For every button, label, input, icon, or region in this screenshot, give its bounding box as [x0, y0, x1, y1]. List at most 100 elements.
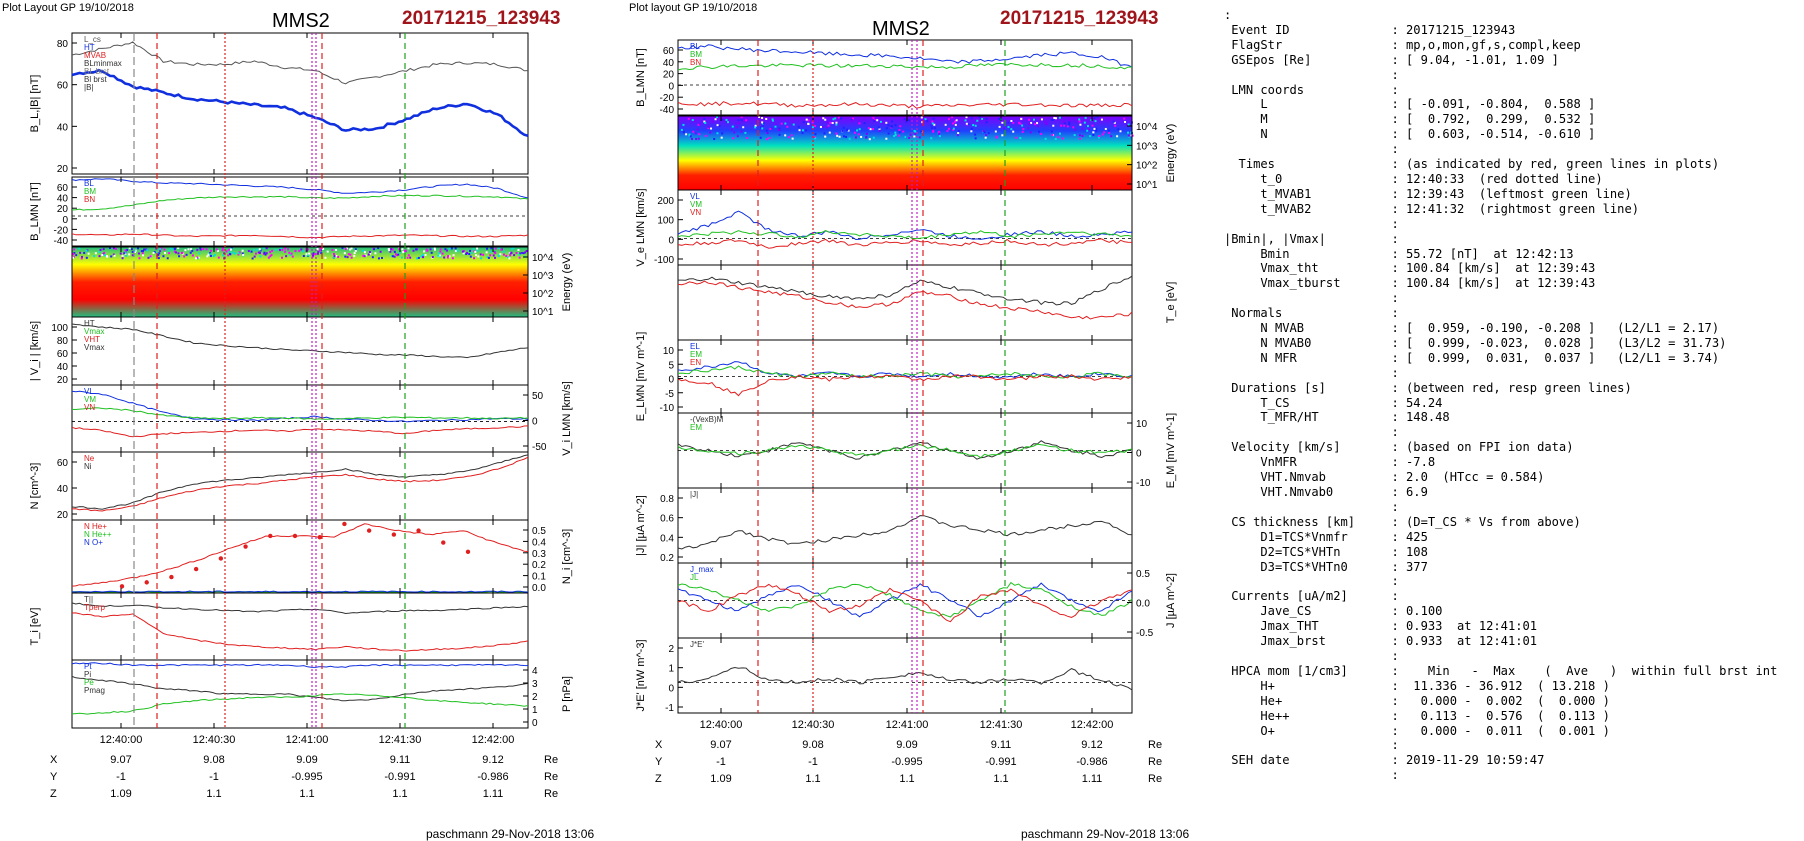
info-line: : [1224, 738, 1399, 753]
spectrogram-speck [825, 126, 828, 129]
y-tick-label: 0.8 [660, 494, 674, 505]
spectrogram-speck [262, 252, 265, 255]
info-line: Jmax_brst : 0.933 at 12:41:01 [1224, 634, 1538, 649]
spectrogram-speck [146, 249, 149, 252]
spectrogram-speck [851, 119, 854, 122]
spectrogram-speck [470, 252, 473, 255]
y-tick-label-right: 50 [532, 391, 544, 402]
spectrogram-speck [1078, 120, 1081, 123]
data-point [292, 533, 298, 539]
series-line [677, 365, 1133, 379]
spectrogram-speck [394, 253, 397, 256]
orbit-value: 9.07 [710, 739, 731, 751]
y-tick-label: 60 [663, 46, 675, 57]
y-tick-label: -1 [665, 703, 674, 714]
series-line [71, 523, 529, 587]
x-tick-label: 12:41:00 [286, 734, 329, 746]
spectrogram-speck [802, 129, 805, 132]
legend-entry: EM [690, 350, 702, 359]
spectrogram-speck [938, 135, 941, 138]
spectrogram-speck [469, 249, 472, 252]
spectrogram-speck [786, 125, 789, 128]
y-tick-label: 60 [57, 349, 69, 360]
spectrogram-speck [387, 248, 390, 251]
y-tick-label-right: 10^3 [1136, 141, 1158, 152]
legend-entry: BN [84, 195, 95, 204]
spectrogram-speck [183, 255, 186, 258]
spectrogram-speck [319, 249, 322, 252]
spectrogram-speck [326, 250, 329, 253]
spectrogram-speck [740, 116, 743, 119]
spectrogram-speck [1018, 121, 1021, 124]
legend-entry: Ni [84, 462, 92, 471]
spectrogram-speck [403, 249, 406, 252]
spectrogram-speck [1034, 123, 1037, 126]
legend-entry: J*E' [690, 640, 704, 649]
info-line: VHT.Nmvab0 : 6.9 [1224, 485, 1428, 499]
spectrogram-speck [422, 253, 425, 256]
data-point [193, 566, 199, 572]
orbit-value: 1.1 [899, 773, 914, 785]
spectrogram-speck [395, 254, 398, 257]
spectrogram-speck [431, 256, 434, 259]
spectrogram-speck [311, 255, 314, 258]
spectrogram-speck [398, 247, 401, 250]
spectrogram-speck [94, 252, 97, 255]
spectrogram-speck [1040, 118, 1043, 121]
panel-frame [71, 32, 529, 175]
spectrogram-speck [1038, 130, 1041, 133]
spectrogram-speck [462, 252, 465, 255]
legend-entry: BLminmax [84, 59, 122, 68]
spectrogram-speck [212, 255, 215, 258]
y-tick-label: 0.2 [660, 553, 674, 564]
spectrogram-speck [1095, 129, 1098, 132]
spectrogram-speck [72, 253, 75, 256]
spectrogram-speck [83, 251, 86, 254]
spectrogram-speck [805, 118, 808, 121]
spectrogram-speck [194, 257, 197, 260]
spectrogram-speck [316, 252, 319, 255]
spectrogram-speck [780, 122, 783, 125]
spectrogram-speck [879, 120, 882, 123]
spectrogram-speck [389, 250, 392, 253]
y-axis-label-right: Energy (eV) [1165, 124, 1177, 183]
spectrogram-speck [891, 120, 894, 123]
spectrogram-speck [238, 251, 241, 254]
spectrogram-speck [952, 128, 955, 131]
spectrogram-speck [876, 119, 879, 122]
spectrogram-speck [423, 250, 426, 253]
spectrogram-speck [1001, 134, 1004, 137]
spectrogram-speck [680, 128, 683, 131]
spectrogram-speck [489, 254, 492, 257]
spectrogram-speck [347, 253, 350, 256]
data-point [342, 521, 347, 527]
spectrogram-speck [1052, 124, 1055, 127]
y-tick-label: 2 [668, 644, 674, 655]
series-line [71, 675, 529, 702]
spectrogram-speck [713, 137, 716, 140]
spectrogram-speck [1044, 137, 1047, 140]
spectrogram-speck [841, 129, 844, 132]
spectrogram-speck [131, 250, 134, 253]
spectrogram-speck [867, 127, 870, 130]
info-line: : [1224, 291, 1399, 306]
spectrogram-speck [508, 257, 511, 260]
spectrogram-speck [476, 247, 479, 250]
spectrogram-speck [134, 249, 137, 252]
spectrogram-speck [761, 127, 764, 130]
spectrogram-speck [138, 257, 141, 260]
spectrogram-speck [250, 250, 253, 253]
orbit-value: -0.991 [384, 771, 415, 783]
spectrogram-speck [1072, 126, 1075, 129]
spectrogram-speck [1112, 120, 1115, 123]
spectrogram-speck [400, 256, 403, 259]
spectrogram-speck [119, 252, 122, 255]
spectrogram-speck [1007, 121, 1010, 124]
spectrogram-speck [163, 248, 166, 251]
spectrogram-speck [944, 123, 947, 126]
spectrogram-speck [221, 247, 224, 250]
orbit-row-label: Z [655, 773, 662, 785]
spectrogram-speck [415, 248, 418, 251]
y-tick-label-right: 10^1 [532, 307, 554, 318]
spectrogram-speck [424, 253, 427, 256]
